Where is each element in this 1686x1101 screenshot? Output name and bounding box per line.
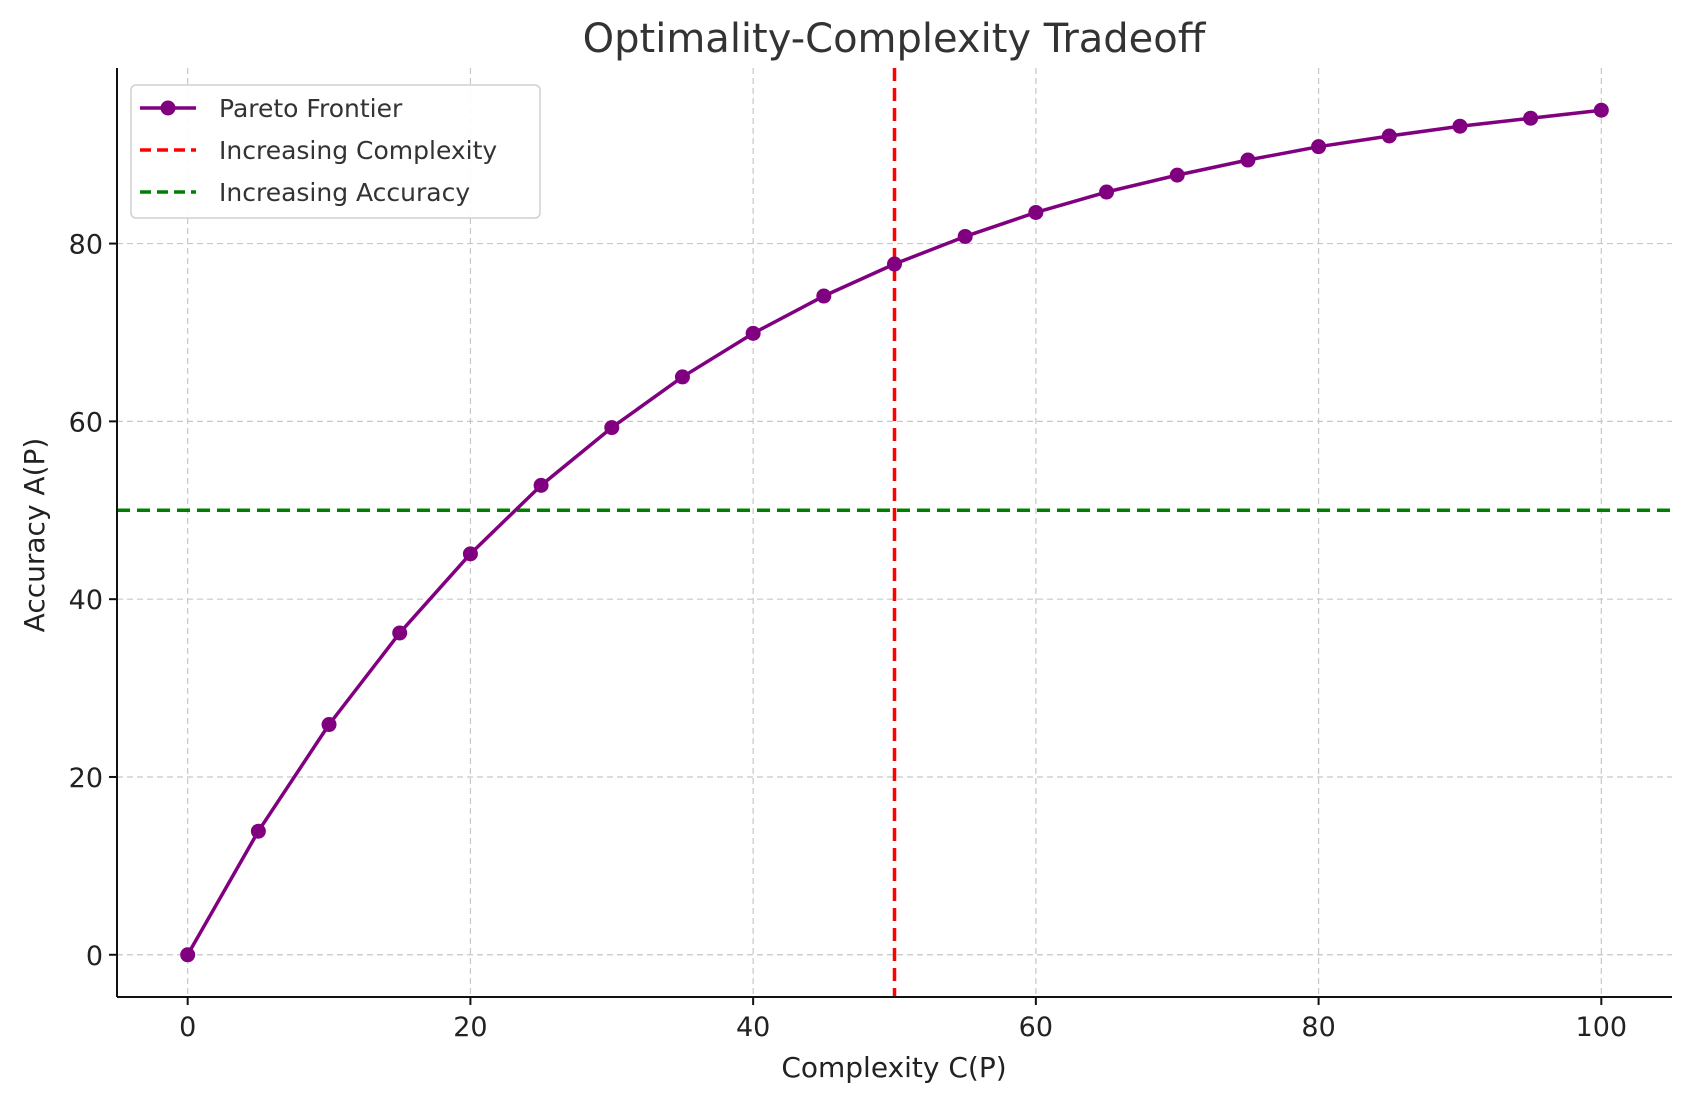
data-point xyxy=(533,477,549,493)
y-tick-label: 80 xyxy=(69,230,103,261)
data-point xyxy=(674,369,690,385)
data-point xyxy=(1240,152,1256,168)
data-point xyxy=(1099,184,1115,200)
y-tick-label: 60 xyxy=(69,407,103,438)
x-tick-label: 20 xyxy=(453,1012,487,1043)
data-point xyxy=(957,228,973,244)
data-point xyxy=(462,546,478,562)
legend-box xyxy=(130,84,541,219)
data-point xyxy=(745,325,761,341)
data-point xyxy=(1169,167,1185,183)
data-point xyxy=(604,420,620,436)
legend-label-pareto-frontier: Pareto Frontier xyxy=(219,94,403,123)
data-point xyxy=(816,288,832,304)
data-point xyxy=(1593,102,1609,118)
axes-layer: 0 20 40 60 80 100 0 20 40 60 80 xyxy=(69,68,1672,1043)
grid-layer xyxy=(117,68,1672,997)
data-point xyxy=(250,823,266,839)
data-point xyxy=(1028,204,1044,220)
x-tick-label: 60 xyxy=(1019,1012,1053,1043)
y-tick-label: 40 xyxy=(69,585,103,616)
x-tick-label: 40 xyxy=(736,1012,770,1043)
x-tick-label: 0 xyxy=(179,1012,196,1043)
data-point xyxy=(887,256,902,272)
legend: Pareto Frontier Increasing Complexity In… xyxy=(130,84,541,219)
data-point xyxy=(1452,118,1468,134)
data-point xyxy=(1523,110,1539,126)
series-layer xyxy=(180,102,1609,963)
y-axis-label: Accuracy A(P) xyxy=(18,438,51,633)
legend-label-increasing-accuracy: Increasing Accuracy xyxy=(219,178,470,207)
reference-lines xyxy=(117,68,1672,997)
data-point xyxy=(392,625,408,641)
chart-title: Optimality-Complexity Tradeoff xyxy=(583,16,1207,62)
y-tick-label: 0 xyxy=(86,941,103,972)
data-point xyxy=(1381,128,1397,144)
data-point xyxy=(180,947,196,963)
data-point xyxy=(1311,139,1327,155)
legend-label-increasing-complexity: Increasing Complexity xyxy=(219,136,497,165)
x-axis-label: Complexity C(P) xyxy=(781,1051,1006,1084)
x-tick-label: 80 xyxy=(1301,1012,1335,1043)
y-tick-label: 20 xyxy=(69,763,103,794)
data-point xyxy=(321,717,337,733)
x-tick-label: 100 xyxy=(1576,1012,1628,1043)
legend-marker-pareto-frontier xyxy=(160,100,176,116)
